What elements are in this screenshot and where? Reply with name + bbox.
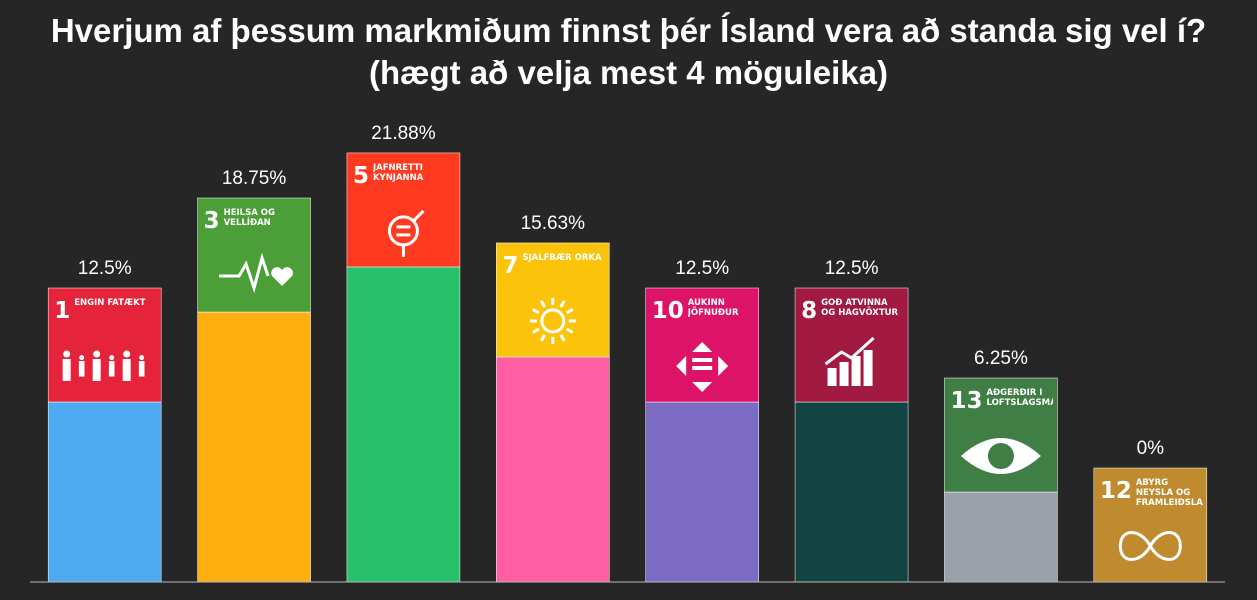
icon: [827, 368, 837, 386]
icon: [839, 362, 849, 386]
value-label: 15.63%: [521, 213, 586, 234]
icon: [109, 355, 115, 361]
icon: [692, 358, 713, 362]
icon: [92, 359, 101, 381]
goal-label: AÐGERÐIR Í LOFTSLAGSMÁLUM: [986, 388, 1054, 408]
goal-label: GÓÐ ATVINNA OG HAGVÖXTUR: [821, 298, 899, 318]
goal-label-box: SJÁLFBÆR ORKA: [522, 252, 602, 263]
icon: [78, 361, 85, 377]
goal-number: 8: [801, 298, 817, 324]
bar: [346, 266, 461, 583]
goal-label-box: JAFNRÉTTI KYNJANNA: [372, 162, 424, 183]
icon: [532, 327, 540, 334]
icon: [540, 308, 566, 334]
bar: [47, 401, 162, 583]
value-label: 6.25%: [974, 348, 1028, 369]
tile: [47, 287, 162, 403]
bar: [197, 311, 311, 583]
icon: [62, 359, 71, 381]
goal-label: SJÁLFBÆR ORKA: [522, 252, 602, 263]
goal-label: AUKINN JÖFNUÐUR: [687, 298, 739, 318]
icon: [676, 342, 729, 392]
icon: [122, 359, 131, 381]
icon: [271, 267, 293, 286]
icon: [863, 350, 873, 386]
goal-tile: 3 HEILSA OG VELLÍÐAN: [197, 197, 311, 313]
value-label: 12.5%: [78, 258, 132, 279]
goal-label: ÁBYRG NEYSLA OG FRAMLEIÐSLA: [1135, 478, 1203, 508]
goal-number: 13: [950, 388, 982, 414]
icon: [824, 336, 875, 366]
icon: [93, 350, 101, 358]
goal-tile: 12 ÁBYRG NEYSLA OG FRAMLEIÐSLA: [1093, 467, 1208, 583]
value-label: 12.5%: [675, 258, 729, 279]
goal-tile: 1 ENGIN FÁTÆKT: [47, 287, 162, 403]
tile: [197, 197, 311, 313]
icon: [79, 355, 85, 361]
value-label: 21.88%: [371, 123, 436, 144]
icon: [540, 300, 547, 308]
goal-tile: 10 AUKINN JÖFNUÐUR: [645, 287, 759, 403]
icon: [138, 361, 145, 377]
goal-label-box: HEILSA OG VELLÍÐAN: [223, 208, 275, 228]
value-label: 18.75%: [222, 168, 287, 189]
goal-label-box: AUKINN JÖFNUÐUR: [687, 298, 739, 318]
goal-number: 5: [353, 163, 369, 189]
goal-label-box: ÁBYRG NEYSLA OG FRAMLEIÐSLA: [1135, 478, 1203, 508]
goal-label: ENGIN FÁTÆKT: [74, 298, 146, 308]
goal-tile: 7 SJÁLFBÆR ORKA: [496, 242, 610, 358]
goal-number: 1: [54, 298, 70, 324]
icon: [987, 443, 1014, 469]
bar: [645, 401, 759, 583]
value-label: 12.5%: [825, 258, 879, 279]
icon: [123, 350, 131, 358]
icon: [565, 308, 574, 315]
goal-tile: 5 JAFNRÉTTI KYNJANNA: [346, 152, 461, 268]
icon: [108, 361, 115, 377]
goal-tile: 8 GÓÐ ATVINNA OG HAGVÖXTUR: [794, 287, 909, 403]
icon: [63, 350, 71, 358]
goal-number: 12: [1100, 478, 1132, 504]
goal-label-box: ENGIN FÁTÆKT: [74, 298, 146, 308]
bar: [496, 356, 610, 583]
icon: [692, 366, 713, 370]
icon: [1118, 531, 1182, 561]
goal-label-box: GÓÐ ATVINNA OG HAGVÖXTUR: [821, 298, 899, 318]
icon: [532, 308, 540, 315]
icon: [139, 355, 145, 361]
goal-label-box: AÐGERÐIR Í LOFTSLAGSMÁLUM: [986, 388, 1054, 408]
icon: [565, 327, 574, 334]
icon: [219, 252, 270, 294]
goal-label: JAFNRÉTTI KYNJANNA: [372, 162, 424, 183]
icon: [559, 334, 566, 342]
value-label: 0%: [1137, 438, 1165, 459]
tile: [1093, 467, 1208, 583]
goal-number: 7: [502, 253, 518, 279]
chart-title: Hverjum af þessum markmiðum finnst þér Í…: [50, 12, 1207, 91]
icon: [540, 334, 547, 342]
icon: [851, 356, 861, 386]
icon: [412, 209, 425, 222]
bar: [944, 491, 1058, 583]
goal-label: HEILSA OG VELLÍÐAN: [223, 208, 275, 228]
goal-number: 10: [652, 298, 684, 324]
icon: [559, 300, 566, 308]
bar: [794, 401, 909, 583]
goal-number: 3: [204, 208, 220, 234]
